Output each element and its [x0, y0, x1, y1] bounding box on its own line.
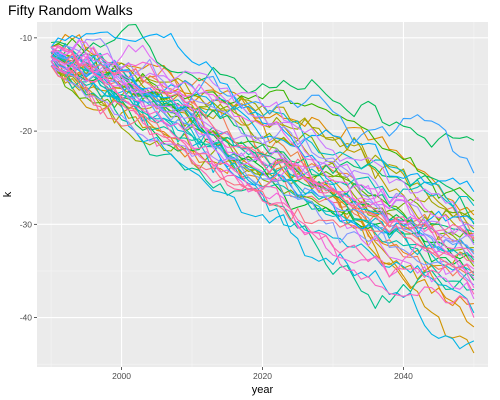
series-line — [50, 51, 475, 174]
y-tick-label: -40 — [20, 313, 33, 323]
series-line — [50, 65, 475, 276]
axis-ticks — [34, 37, 404, 370]
series-line — [51, 23, 475, 148]
series-line — [50, 60, 475, 295]
series-line — [51, 44, 475, 300]
series-line — [50, 44, 475, 318]
y-axis-label: k — [2, 191, 14, 197]
x-tick-label: 2040 — [394, 371, 413, 381]
series-line — [50, 56, 475, 279]
series-line — [50, 38, 475, 202]
series-line — [50, 31, 475, 193]
series-line — [50, 52, 475, 288]
series-line — [50, 40, 475, 237]
series-line — [50, 44, 475, 314]
x-tick-label: 2020 — [253, 371, 272, 381]
series-layer — [50, 23, 475, 354]
y-tick-label: -20 — [20, 126, 33, 136]
series-line — [51, 38, 475, 246]
y-tick-label: -30 — [20, 219, 33, 229]
series-line — [50, 65, 474, 235]
series-line — [50, 51, 475, 309]
series-line — [50, 65, 475, 261]
tick-labels: 2000 2020 2040 -10 -20 -30 -40 — [20, 33, 413, 381]
series-line — [50, 45, 475, 240]
series-line — [50, 38, 474, 246]
series-line — [50, 52, 475, 263]
series-line — [50, 60, 475, 264]
series-line — [50, 56, 475, 350]
y-tick-label: -10 — [20, 33, 33, 43]
x-tick-label: 2000 — [112, 371, 131, 381]
chart-title: Fifty Random Walks — [8, 2, 133, 18]
x-axis-label: year — [252, 384, 274, 396]
series-line — [50, 54, 475, 270]
